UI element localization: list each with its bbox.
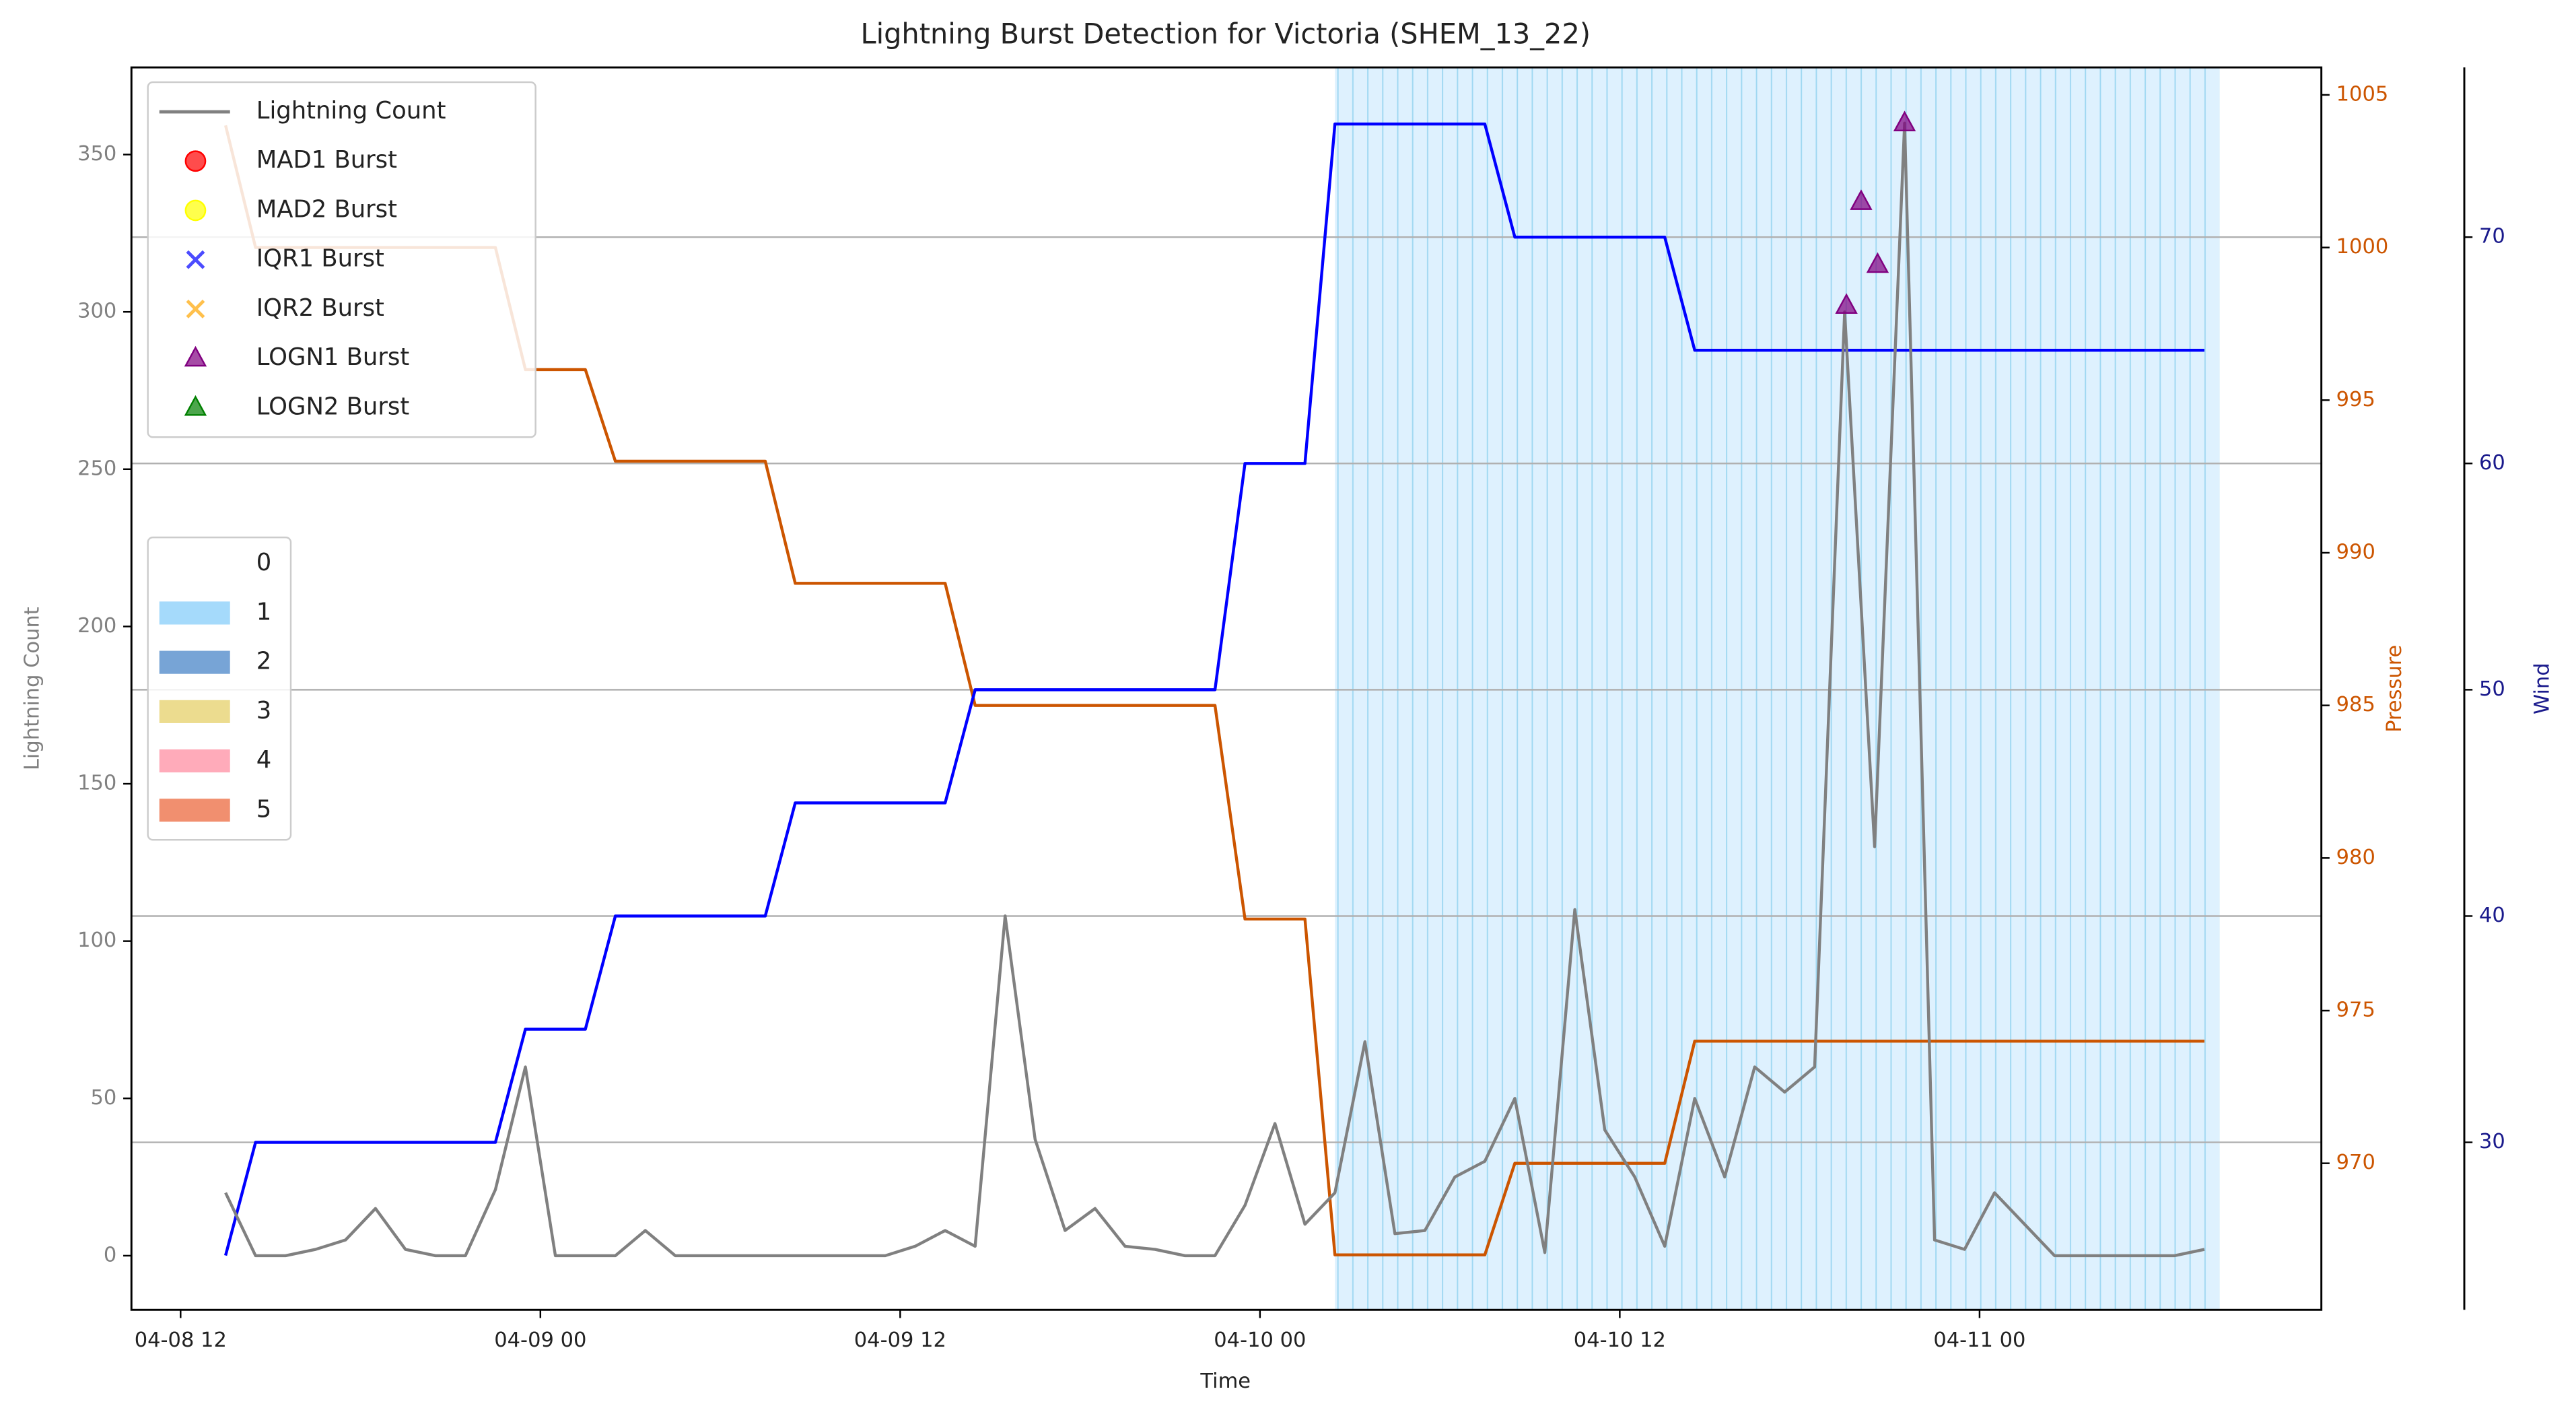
level-label: 2 <box>256 648 272 675</box>
legend-label: LOGN2 Burst <box>256 393 410 420</box>
level-swatch <box>159 799 230 822</box>
y-tick-label: 50 <box>90 1086 116 1110</box>
x-tick-label: 04-11 00 <box>1933 1328 2025 1352</box>
level-label: 1 <box>256 598 272 626</box>
y2-tick-label: 970 <box>2336 1151 2375 1174</box>
y2-axis-label: Pressure <box>2383 645 2406 733</box>
level-legend-box <box>147 536 292 841</box>
y-tick-label: 300 <box>77 300 116 323</box>
chart-title: Lightning Burst Detection for Victoria (… <box>860 18 1591 50</box>
line-series <box>224 121 2205 1258</box>
y2-tick-label: 1000 <box>2336 235 2389 259</box>
level-label: 3 <box>256 697 272 724</box>
burst-marker <box>1866 252 1889 273</box>
y3-tick-label: 40 <box>2479 904 2505 927</box>
y2-tick-label: 995 <box>2336 388 2375 411</box>
y-tick-label: 200 <box>77 614 116 638</box>
level-swatch <box>159 650 230 674</box>
legend-swatch <box>184 199 207 222</box>
burst-marker <box>1850 189 1873 210</box>
y2-tick-label: 975 <box>2336 998 2375 1021</box>
x-tick-label: 04-10 00 <box>1214 1328 1306 1352</box>
y3-tick-label: 60 <box>2479 451 2505 475</box>
level-swatch <box>159 749 230 773</box>
y3-axis-label: Wind <box>2531 663 2554 714</box>
y3-tick-label: 50 <box>2479 677 2505 701</box>
y-tick-label: 150 <box>77 772 116 795</box>
y-axis-label: Lightning Count <box>20 607 44 770</box>
line-series <box>223 122 2204 1256</box>
x-axis-label: Time <box>1199 1370 1251 1393</box>
x-tick-label: 04-08 12 <box>135 1328 227 1352</box>
legend-label: Lightning Count <box>256 97 446 125</box>
y2-tick-label: 1005 <box>2336 82 2389 106</box>
x-tick-label: 04-09 12 <box>854 1328 946 1352</box>
y3-tick-label: 30 <box>2479 1130 2505 1153</box>
level-swatch <box>159 700 230 723</box>
y2-tick-label: 980 <box>2336 846 2375 869</box>
legend-swatch <box>184 395 207 416</box>
legend-swatch <box>184 345 207 367</box>
y3-tick-label: 70 <box>2479 225 2505 248</box>
legend-label: MAD1 Burst <box>256 146 397 174</box>
legend-box <box>147 81 536 438</box>
y2-tick-label: 990 <box>2336 540 2375 564</box>
legend-swatch <box>186 299 205 318</box>
span-hatch <box>1335 67 2220 1310</box>
legend-label: IQR1 Burst <box>256 245 384 273</box>
line-series <box>223 125 2204 1256</box>
y-tick-label: 350 <box>77 142 116 166</box>
y-tick-label: 0 <box>104 1243 116 1267</box>
legend-swatch <box>186 250 205 269</box>
level-label: 4 <box>256 746 272 774</box>
legend-label: LOGN1 Burst <box>256 343 410 371</box>
y2-tick-label: 985 <box>2336 693 2375 716</box>
burst-marker <box>1835 293 1858 314</box>
level-label: 0 <box>256 549 272 576</box>
x-tick-label: 04-09 00 <box>494 1328 586 1352</box>
plot-frame <box>130 66 2323 1311</box>
burst-marker <box>1893 110 1916 132</box>
y-tick-label: 250 <box>77 457 116 480</box>
level-label: 5 <box>256 795 272 823</box>
y-tick-label: 100 <box>77 929 116 952</box>
legend-label: IQR2 Burst <box>256 294 384 322</box>
span-layer <box>1335 67 2220 1310</box>
level-swatch <box>159 601 230 625</box>
x-tick-label: 04-10 12 <box>1574 1328 1666 1352</box>
legend-swatch <box>184 150 207 172</box>
legend-label: MAD2 Burst <box>256 195 397 223</box>
